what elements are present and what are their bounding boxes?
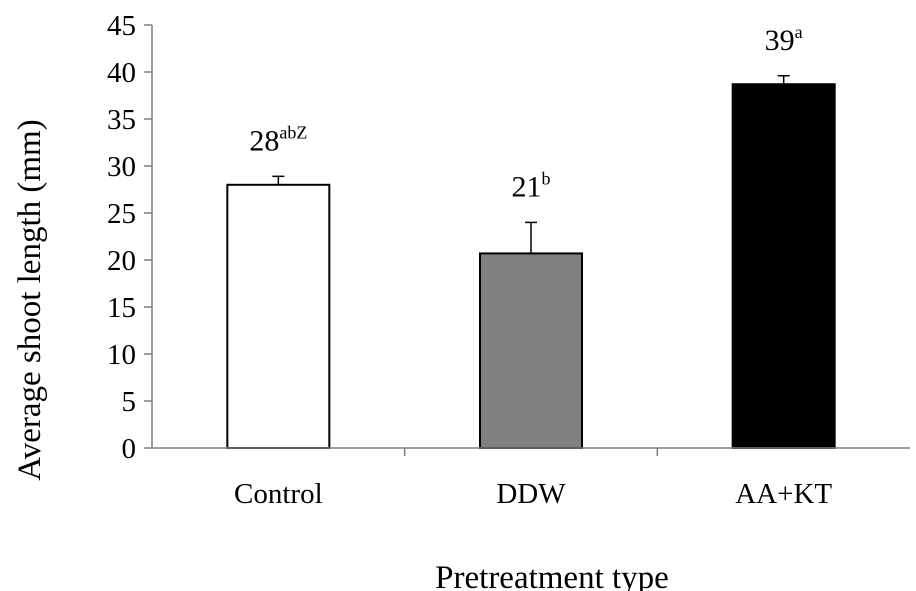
bar-aa-kt xyxy=(731,83,836,449)
x-axis-title: Pretreatment type xyxy=(435,560,669,591)
data-label: 28abZ xyxy=(249,122,307,157)
y-tick-label: 20 xyxy=(107,245,136,277)
bars: 28abZ 21b 39a xyxy=(226,22,836,450)
data-label: 39a xyxy=(765,22,803,57)
y-tick-label: 30 xyxy=(107,151,136,183)
x-category-label: AA+KT xyxy=(735,478,832,510)
y-tick-label: 15 xyxy=(107,292,136,324)
y-tick-label: 25 xyxy=(107,198,136,230)
data-label: 21b xyxy=(512,168,551,203)
y-axis-title: Average shoot length (mm) xyxy=(12,119,48,480)
x-category-label: Control xyxy=(234,478,323,510)
y-axis: 0 5 10 15 20 25 30 35 40 45 xyxy=(107,10,153,465)
bar-ddw xyxy=(479,252,583,449)
x-category-label: DDW xyxy=(496,478,566,510)
y-tick-label: 10 xyxy=(107,339,136,371)
y-tick-label: 5 xyxy=(122,386,137,418)
y-tick-label: 35 xyxy=(107,104,136,136)
bar-control xyxy=(226,183,331,450)
y-tick-label: 0 xyxy=(122,433,137,465)
x-axis: Control DDW AA+KT xyxy=(152,447,910,510)
y-tick-label: 40 xyxy=(107,57,136,89)
y-tick-label: 45 xyxy=(107,10,136,42)
